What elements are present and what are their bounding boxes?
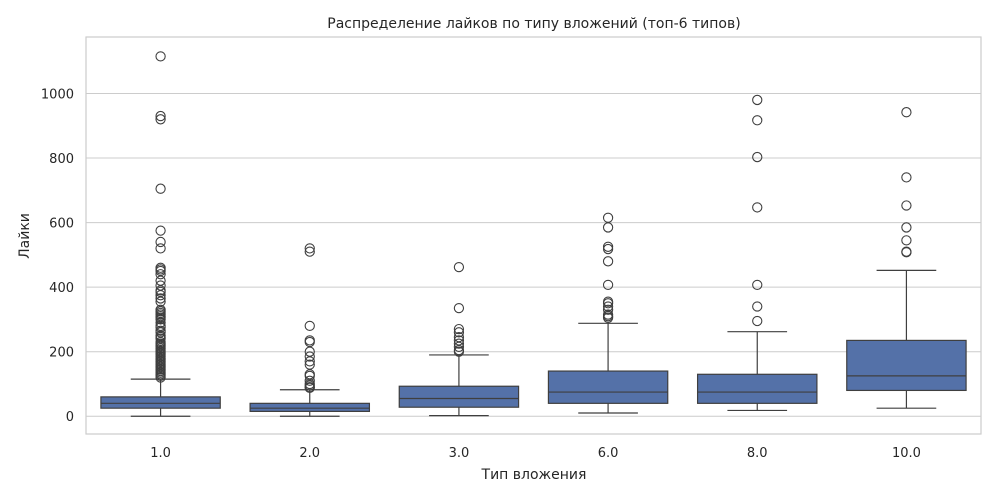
outlier-point	[752, 115, 763, 126]
x-tick-label: 8.0	[747, 446, 768, 461]
outlier-point	[155, 183, 166, 194]
outlier-point	[602, 279, 614, 291]
outlier-point	[155, 243, 166, 254]
outlier-point	[752, 202, 763, 213]
outlier-point	[453, 302, 465, 314]
outlier-point	[155, 293, 166, 304]
box-group	[696, 94, 818, 412]
box-group	[249, 243, 371, 417]
box-group	[846, 107, 967, 409]
iqr-box	[100, 396, 221, 409]
outlier-point	[155, 51, 166, 62]
grid-layer	[86, 92, 981, 417]
box-group	[547, 212, 669, 414]
outlier-point	[602, 304, 614, 315]
outlier-point	[602, 241, 614, 252]
outlier-point	[602, 312, 614, 323]
outlier-point	[602, 243, 614, 255]
outlier-point	[752, 315, 763, 327]
outlier-point	[304, 356, 315, 367]
y-tick-label: 400	[49, 281, 74, 296]
outlier-point	[304, 320, 315, 332]
iqr-box	[398, 385, 520, 408]
outlier-point	[155, 225, 166, 236]
outlier-point	[602, 212, 614, 223]
outlier-point	[453, 261, 465, 273]
chart-title: Распределение лайков по типу вложений (т…	[327, 16, 740, 32]
outlier-point	[155, 314, 166, 325]
outlier-point	[602, 222, 614, 233]
x-tick-label: 10.0	[892, 446, 921, 461]
box-group	[100, 51, 221, 417]
outlier-point	[453, 323, 465, 335]
x-tick-label: 6.0	[598, 446, 619, 461]
y-tick-label: 1000	[41, 87, 74, 102]
outlier-point	[901, 200, 912, 211]
y-tick-label: 800	[49, 152, 74, 167]
outlier-point	[602, 298, 614, 309]
x-axis-label: Тип вложения	[481, 467, 587, 483]
outlier-point	[752, 301, 763, 312]
outlier-point	[304, 246, 315, 257]
y-axis-label: Лайки	[17, 213, 33, 259]
box-group	[398, 261, 520, 417]
x-tick-label: 3.0	[449, 446, 470, 461]
outlier-point	[453, 341, 465, 353]
outlier-point	[901, 235, 912, 246]
outlier-point	[602, 256, 614, 267]
outlier-point	[155, 236, 166, 248]
outlier-point	[752, 279, 763, 291]
outlier-point	[155, 110, 166, 122]
outlier-point	[453, 338, 465, 349]
outlier-point	[304, 351, 315, 362]
y-tick-label: 200	[49, 346, 74, 361]
box-layer	[100, 51, 967, 417]
outlier-point	[304, 375, 315, 386]
outlier-point	[155, 114, 166, 125]
x-tick-label: 2.0	[299, 446, 320, 461]
iqr-box	[696, 373, 818, 404]
plot-frame	[85, 36, 982, 435]
x-tick-labels: 1.0 2.0 3.0 6.0 8.0 10.0	[150, 446, 921, 461]
outlier-point	[752, 151, 763, 163]
outlier-point	[155, 372, 166, 383]
outlier-point	[155, 290, 166, 301]
iqr-box	[249, 402, 371, 413]
outlier-point	[155, 269, 166, 280]
outlier-point	[901, 107, 912, 118]
outlier-point	[901, 247, 912, 258]
y-tick-labels: 0 200 400 600 800 1000	[41, 87, 74, 425]
outlier-point	[901, 172, 912, 183]
iqr-box	[547, 370, 669, 404]
outlier-point	[304, 382, 315, 393]
outlier-point	[901, 222, 912, 233]
outlier-point	[304, 243, 315, 254]
iqr-box	[846, 339, 967, 392]
outlier-point	[453, 327, 465, 338]
x-tick-label: 1.0	[150, 446, 171, 461]
y-tick-label: 0	[66, 410, 74, 425]
outlier-point	[453, 346, 465, 357]
y-tick-label: 600	[49, 217, 74, 232]
outlier-point	[752, 94, 763, 106]
